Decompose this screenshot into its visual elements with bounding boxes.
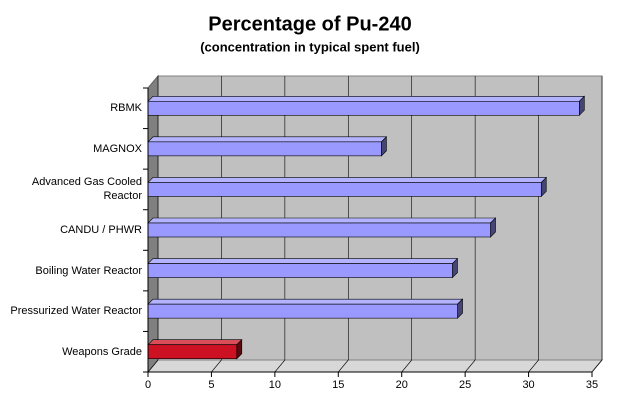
y-tick-label: MAGNOX	[93, 142, 142, 155]
grid-line	[591, 359, 603, 373]
bar	[147, 182, 542, 197]
x-tick-label: 20	[396, 379, 408, 391]
bar-top	[147, 177, 547, 183]
grid-line	[464, 359, 476, 373]
grid-line	[401, 359, 412, 373]
x-tick-label: 0	[145, 379, 151, 391]
bar-top	[147, 339, 243, 346]
bar-top	[147, 136, 388, 143]
grid-line	[338, 359, 349, 373]
x-tick-label: 15	[332, 379, 344, 391]
bar-top	[147, 258, 459, 264]
bar	[147, 100, 580, 116]
bar	[147, 303, 458, 319]
bar-top	[147, 298, 464, 305]
chart-title: Percentage of Pu-240	[208, 13, 411, 35]
bar	[147, 141, 382, 157]
bar-top	[147, 217, 497, 224]
grid-line	[274, 359, 286, 373]
grid-line	[211, 359, 222, 373]
bar	[147, 222, 491, 238]
x-tick-label: 30	[522, 379, 534, 391]
y-tick-label: Boiling Water Reactor	[35, 264, 142, 277]
x-tick-label: 25	[459, 379, 471, 391]
bar-top	[147, 95, 586, 102]
chart-subtitle: (concentration in typical spent fuel)	[200, 39, 420, 54]
x-tick-label: 35	[586, 379, 598, 391]
y-tick-label: RBMK	[110, 102, 142, 115]
y-tick-label: Advanced Gas Cooled Reactor	[31, 176, 142, 203]
bar	[147, 344, 238, 360]
y-tick-label: Pressurized Water Reactor	[10, 305, 142, 318]
x-tick-label: 10	[269, 379, 281, 391]
grid-line	[528, 359, 539, 373]
grid-line	[147, 359, 159, 373]
bar	[147, 263, 453, 278]
x-tick-label: 5	[208, 379, 214, 391]
y-tick-label: Weapons Grade	[62, 345, 142, 358]
y-tick-label: CANDU / PHWR	[60, 224, 142, 236]
